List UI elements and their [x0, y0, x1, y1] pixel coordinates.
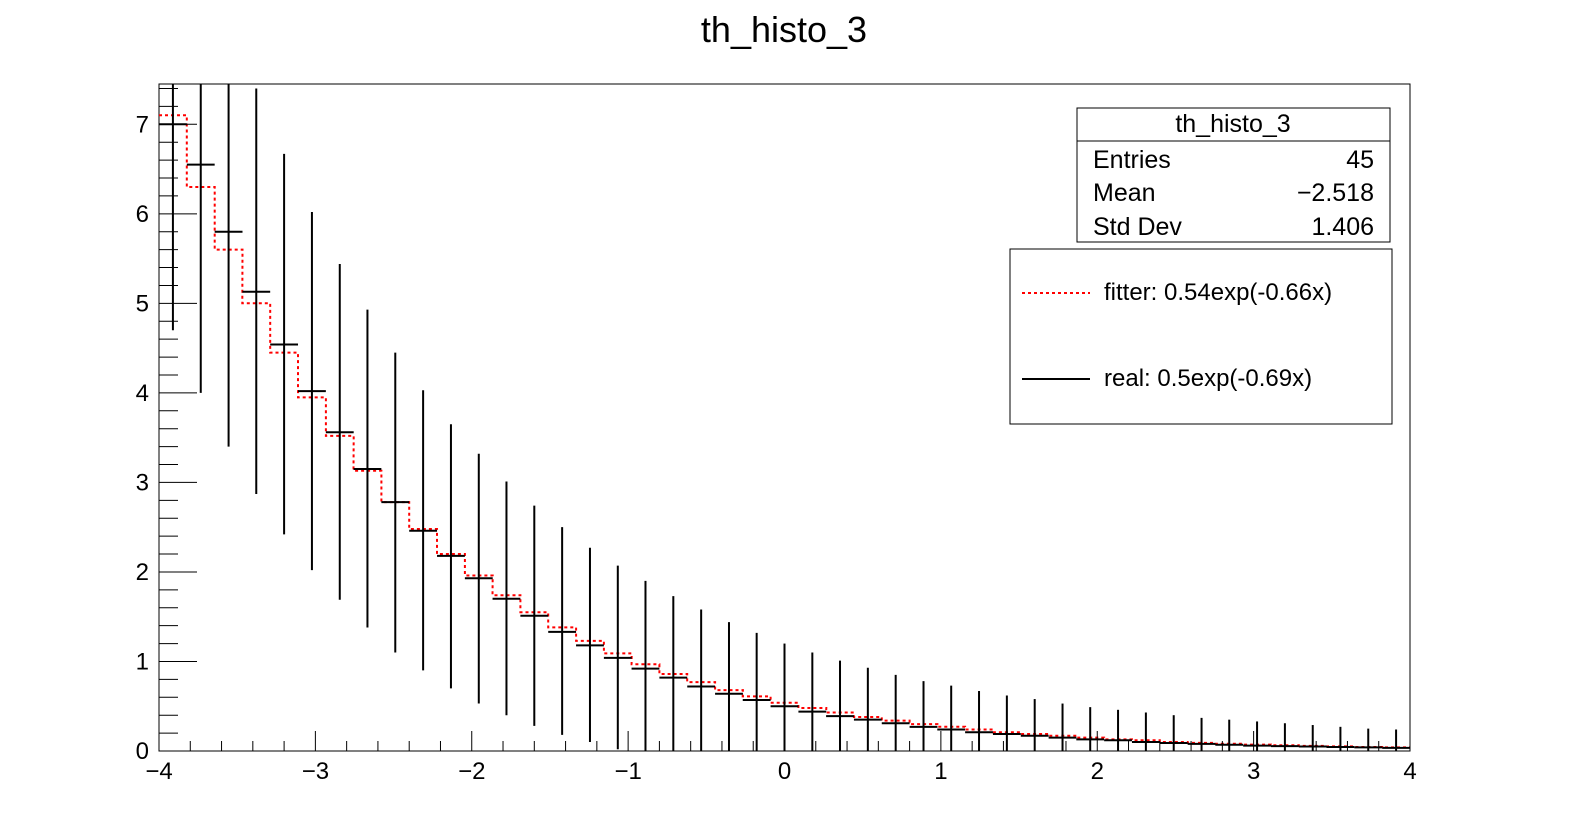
- stats-title: th_histo_3: [1175, 110, 1290, 138]
- stats-entries-label: Entries: [1093, 146, 1171, 174]
- x-tick-label: 2: [1091, 758, 1104, 785]
- y-tick-label: 3: [136, 469, 149, 496]
- y-tick-label: 7: [136, 111, 149, 138]
- y-tick-label: 0: [136, 738, 149, 765]
- y-tick-label: 4: [136, 380, 149, 407]
- x-tick-label: −4: [145, 758, 172, 785]
- y-tick-label: 6: [136, 201, 149, 228]
- real-series: [159, 84, 1410, 751]
- y-tick-label: 1: [136, 648, 149, 675]
- x-tick-label: −2: [458, 758, 485, 785]
- legend-label-fitter: fitter: 0.54exp(-0.66x): [1104, 279, 1332, 306]
- y-tick-label: 2: [136, 559, 149, 586]
- stats-mean-label: Mean: [1093, 179, 1156, 207]
- stats-stddev-value: 1.406: [1311, 213, 1374, 241]
- legend: fitter: 0.54exp(-0.66x) real: 0.5exp(-0.…: [1009, 248, 1393, 425]
- y-tick-label: 5: [136, 290, 149, 317]
- x-tick-label: 0: [778, 758, 791, 785]
- stats-mean-value: −2.518: [1297, 179, 1374, 207]
- chart-title: th_histo_3: [701, 9, 867, 50]
- stats-box: th_histo_3 Entries 45 Mean −2.518 Std De…: [1076, 107, 1391, 243]
- x-tick-label: 1: [934, 758, 947, 785]
- x-tick-label: −3: [302, 758, 329, 785]
- stats-stddev-label: Std Dev: [1093, 213, 1182, 241]
- x-tick-label: −1: [614, 758, 641, 785]
- x-tick-label: 3: [1247, 758, 1260, 785]
- stats-entries-value: 45: [1346, 146, 1374, 174]
- x-tick-label: 4: [1403, 758, 1416, 785]
- legend-label-real: real: 0.5exp(-0.69x): [1104, 365, 1312, 392]
